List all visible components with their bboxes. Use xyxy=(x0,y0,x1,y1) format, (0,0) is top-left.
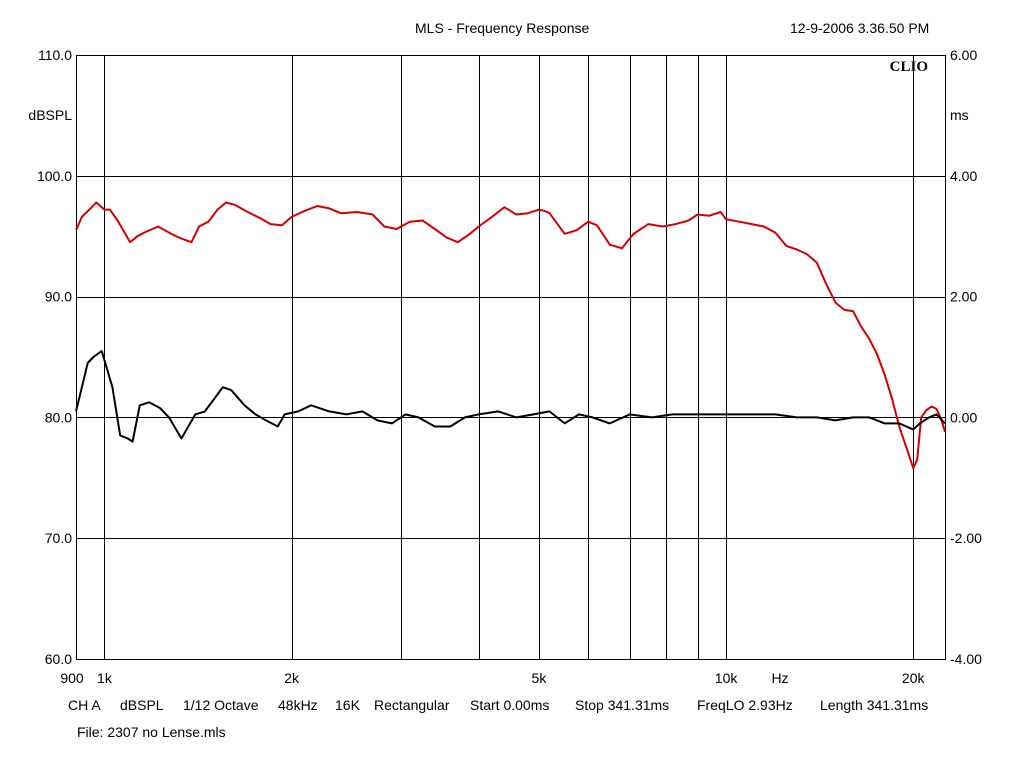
x-unit-label: Hz xyxy=(771,670,788,686)
y-right-tick-label: -4.00 xyxy=(950,651,982,667)
timestamp: 12-9-2006 3.36.50 PM xyxy=(790,20,930,36)
x-tick-label: 5k xyxy=(532,670,548,686)
y-right-tick-label: 4.00 xyxy=(950,168,977,184)
footer-param-samplerate: 48kHz xyxy=(278,697,318,713)
x-tick-label: 2k xyxy=(284,670,300,686)
y-left-unit-label: dBSPL xyxy=(28,107,72,123)
y-right-tick-label: 6.00 xyxy=(950,47,977,63)
x-tick-label: 10k xyxy=(715,670,739,686)
clio-logo: CLIO xyxy=(890,59,928,75)
footer-param-start: Start 0.00ms xyxy=(470,697,550,713)
y-left-tick-label: 70.0 xyxy=(45,530,72,546)
footer-param-channel: CH A xyxy=(68,697,101,713)
series-line-1 xyxy=(75,350,946,443)
footer-param-window: Rectangular xyxy=(374,697,450,713)
y-left-tick-label: 80.0 xyxy=(45,409,72,425)
footer-param-stop: Stop 341.31ms xyxy=(575,697,670,713)
y-left-tick-label: 90.0 xyxy=(45,289,72,305)
y-right-tick-label: 0.00 xyxy=(950,409,977,425)
y-right-tick-label: -2.00 xyxy=(950,530,982,546)
y-right-tick-label: 2.00 xyxy=(950,289,977,305)
footer-param-units: dBSPL xyxy=(120,697,164,713)
x-tick-label: 20k xyxy=(902,670,926,686)
series-line-0 xyxy=(75,201,946,470)
x-tick-label: 1k xyxy=(97,670,113,686)
y-left-tick-label: 60.0 xyxy=(45,651,72,667)
footer-file: File: 2307 no Lense.mls xyxy=(77,724,226,740)
chart-title: MLS - Frequency Response xyxy=(415,20,590,36)
y-right-unit-label: ms xyxy=(950,107,969,123)
footer-param-freqlo: FreqLO 2.93Hz xyxy=(697,697,793,713)
x-tick-label: 900 xyxy=(60,670,84,686)
y-left-tick-label: 100.0 xyxy=(37,168,72,184)
footer-param-size: 16K xyxy=(335,697,360,713)
plot-frame xyxy=(76,55,946,660)
footer-param-length: Length 341.31ms xyxy=(820,697,929,713)
footer-param-smoothing: 1/12 Octave xyxy=(183,697,259,713)
y-left-tick-label: 110.0 xyxy=(38,47,72,63)
